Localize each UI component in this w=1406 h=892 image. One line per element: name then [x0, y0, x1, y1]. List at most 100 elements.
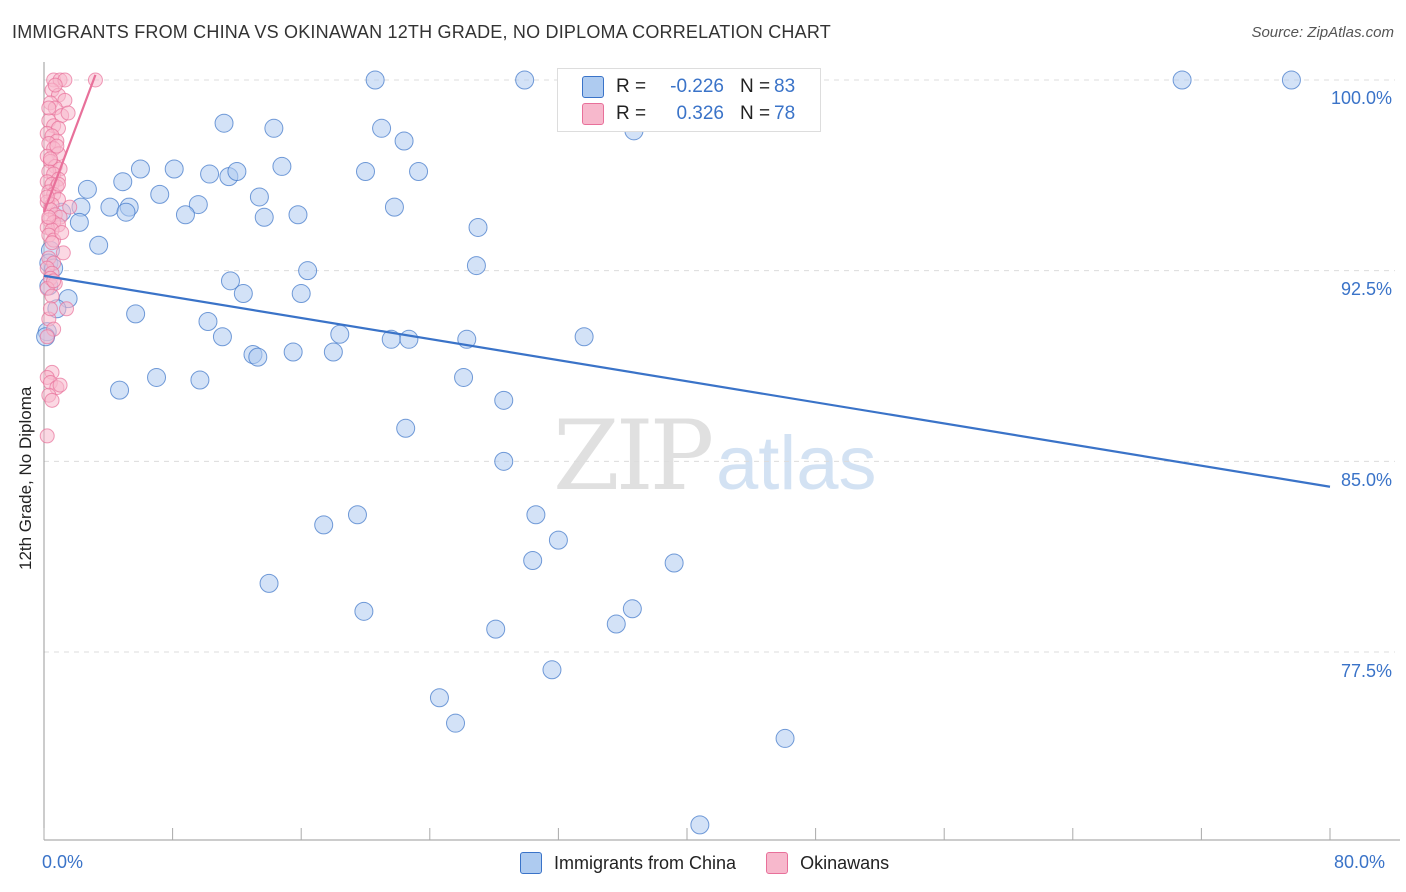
china-point — [188, 195, 208, 215]
china-point — [409, 162, 429, 182]
china-point — [775, 728, 795, 748]
y-tick-label: 92.5% — [1340, 279, 1392, 299]
legend-swatch-pink — [582, 103, 604, 125]
legend-n-label: N = — [740, 103, 771, 124]
china-point — [429, 688, 449, 708]
china-point — [264, 118, 284, 138]
china-point — [272, 156, 292, 176]
okinawan-point — [39, 428, 55, 444]
legend-n-value: 78 — [774, 103, 796, 124]
china-point — [384, 197, 404, 217]
china-point — [164, 159, 184, 179]
legend-item-okinawans[interactable]: Okinawans — [766, 852, 889, 874]
china-point — [622, 599, 642, 619]
china-point — [212, 327, 232, 347]
china-point — [69, 212, 89, 232]
okinawan-point — [62, 199, 78, 215]
china-point — [175, 205, 195, 225]
watermark-atlas: atlas — [716, 421, 877, 506]
china-point — [147, 367, 167, 387]
china-point — [365, 70, 385, 90]
legend-row-china: R = -0.226 N = 83 — [582, 75, 795, 99]
china-point — [690, 815, 710, 835]
china-point — [468, 217, 488, 237]
china-point — [190, 370, 210, 390]
okinawan-point — [39, 329, 55, 345]
china-point — [126, 304, 146, 324]
okinawan-point — [55, 245, 71, 261]
y-tick-label: 85.0% — [1340, 470, 1392, 490]
okinawan-point — [44, 392, 60, 408]
china-point — [347, 505, 367, 525]
okinawan-point — [52, 377, 68, 393]
china-point — [542, 660, 562, 680]
china-point — [259, 573, 279, 593]
china-point — [396, 418, 416, 438]
china-point — [548, 530, 568, 550]
china-point — [288, 205, 308, 225]
china-point — [233, 284, 253, 304]
china-point — [100, 197, 120, 217]
china-point — [454, 367, 474, 387]
china-point — [200, 164, 220, 184]
china-point — [486, 619, 506, 639]
china-point — [446, 713, 466, 733]
china-point — [330, 324, 350, 344]
china-point — [227, 162, 247, 182]
china-point — [394, 131, 414, 151]
china-point — [664, 553, 684, 573]
china-point — [526, 505, 546, 525]
china-point — [249, 187, 269, 207]
china-point — [574, 327, 594, 347]
okinawan-point — [59, 301, 75, 317]
okinawan-point — [42, 301, 58, 317]
series-legend: Immigrants from China Okinawans — [520, 852, 919, 874]
china-point — [372, 118, 392, 138]
source-label: Source: ZipAtlas.com — [1251, 24, 1394, 41]
china-point — [356, 162, 375, 182]
china-point — [198, 312, 218, 332]
china-point — [77, 179, 97, 199]
okinawan-point — [44, 235, 60, 251]
okinawan-point — [42, 151, 58, 167]
legend-n-value: 83 — [774, 76, 796, 97]
legend-row-okinawans: R = 0.326 N = 78 — [582, 102, 795, 126]
y-axis-label: 12th Grade, No Diploma — [16, 386, 35, 570]
china-point — [220, 271, 240, 291]
okinawan-point — [41, 209, 57, 225]
okinawan-point — [54, 225, 70, 241]
legend-n-label: N = — [740, 76, 771, 97]
china-point — [254, 207, 274, 227]
legend-label: Immigrants from China — [554, 852, 737, 873]
legend-r-label: R = — [616, 76, 647, 97]
okinawan-point — [41, 100, 57, 116]
china-point — [399, 329, 419, 349]
legend-label: Okinawans — [800, 852, 890, 873]
y-tick-label: 77.5% — [1340, 661, 1392, 681]
okinawan-point — [49, 138, 65, 154]
china-point — [606, 614, 626, 634]
china-point — [298, 261, 318, 281]
legend-r-value: 0.326 — [676, 103, 724, 124]
china-point — [523, 550, 543, 570]
okinawan-point — [47, 77, 63, 93]
x-tick-label: 80.0% — [1334, 852, 1386, 872]
china-point — [291, 284, 311, 304]
china-point — [283, 342, 303, 362]
china-point — [110, 380, 130, 400]
legend-r-label: R = — [616, 103, 647, 124]
okinawan-point — [60, 105, 76, 121]
china-point — [323, 342, 343, 362]
china-point — [89, 235, 109, 255]
china-point — [354, 601, 374, 621]
legend-item-china[interactable]: Immigrants from China — [520, 852, 736, 874]
legend-swatch-blue — [582, 76, 604, 98]
x-tick-label: 0.0% — [42, 852, 84, 872]
okinawan-trend-line — [42, 74, 97, 213]
china-point — [214, 113, 234, 133]
china-point — [150, 184, 170, 204]
china-point — [515, 70, 535, 90]
okinawan-point — [44, 288, 60, 304]
china-point — [494, 390, 514, 410]
